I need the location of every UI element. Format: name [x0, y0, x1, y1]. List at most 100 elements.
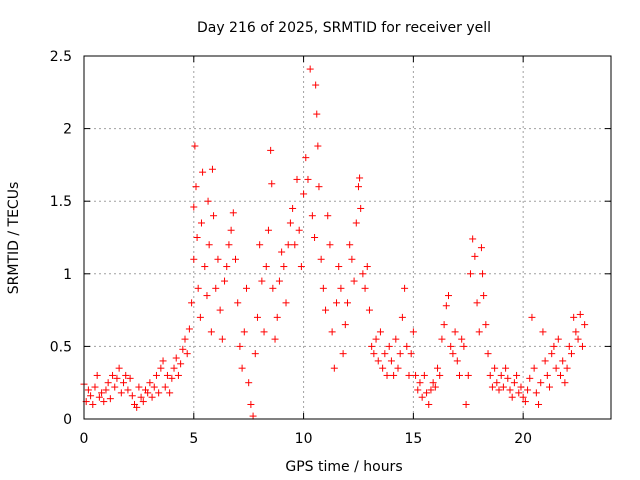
data-point: [324, 212, 332, 220]
data-point: [170, 364, 178, 372]
data-point: [284, 241, 292, 249]
data-point: [403, 342, 411, 350]
data-point: [137, 393, 145, 401]
data-point: [232, 255, 240, 263]
grid: [84, 56, 611, 419]
data-point: [559, 357, 567, 365]
data-point: [423, 389, 431, 397]
data-point: [390, 371, 398, 379]
data-point: [289, 204, 297, 212]
data-point: [333, 299, 341, 307]
data-point: [223, 263, 231, 271]
data-point: [436, 371, 444, 379]
data-point: [510, 379, 518, 387]
data-point: [449, 350, 457, 358]
data-point: [339, 350, 347, 358]
data-point: [278, 248, 286, 256]
data-point: [385, 342, 393, 350]
data-point: [159, 357, 167, 365]
data-points: [80, 65, 589, 420]
data-point: [306, 65, 314, 73]
data-point: [374, 357, 382, 365]
data-point: [370, 350, 378, 358]
data-point: [442, 302, 450, 310]
data-point: [453, 357, 461, 365]
data-point: [447, 342, 455, 350]
data-point: [163, 371, 171, 379]
data-point: [495, 386, 503, 394]
data-point: [335, 263, 343, 271]
data-point: [471, 252, 479, 260]
data-point: [479, 270, 487, 278]
data-point: [297, 263, 305, 271]
plot-frame: [83, 55, 612, 420]
y-tick-label: 2: [63, 122, 72, 138]
data-point: [203, 292, 211, 300]
data-point: [493, 379, 501, 387]
data-point: [146, 379, 154, 387]
data-point: [249, 412, 257, 420]
data-point: [372, 335, 380, 343]
data-point: [330, 364, 338, 372]
data-point: [313, 110, 321, 118]
data-point: [258, 277, 266, 285]
data-point: [193, 234, 201, 241]
data-point: [346, 241, 354, 249]
data-point: [425, 400, 433, 408]
data-point: [412, 371, 420, 379]
data-point: [528, 313, 536, 321]
data-point: [207, 328, 215, 336]
data-point: [280, 263, 288, 271]
data-point: [113, 374, 121, 382]
data-point: [95, 393, 103, 401]
data-point: [161, 383, 169, 391]
data-point: [535, 400, 543, 408]
data-point: [480, 292, 488, 300]
data-point: [455, 371, 463, 379]
data-point: [98, 389, 106, 397]
data-point: [172, 354, 180, 362]
data-point: [100, 398, 108, 406]
data-point: [262, 263, 270, 271]
data-point: [524, 386, 532, 394]
data-point: [581, 321, 589, 329]
data-point: [440, 321, 448, 329]
data-point: [396, 350, 404, 358]
data-point: [194, 284, 202, 292]
data-point: [506, 386, 514, 394]
x-tick-label: 5: [189, 431, 198, 447]
data-point: [451, 328, 459, 336]
data-point: [115, 364, 123, 372]
data-point: [407, 350, 415, 358]
data-point: [530, 364, 538, 372]
data-point: [409, 328, 417, 336]
data-point: [150, 383, 158, 391]
data-point: [326, 241, 334, 249]
data-point: [431, 383, 439, 391]
x-tick-label: 20: [514, 431, 532, 447]
chart-title: Day 216 of 2025, SRMTID for receiver yel…: [197, 20, 491, 36]
data-point: [556, 371, 564, 379]
data-point: [234, 299, 242, 307]
x-tick-label: 0: [80, 431, 89, 447]
data-point: [166, 389, 174, 397]
data-point: [311, 234, 319, 241]
data-point: [464, 371, 472, 379]
data-point: [120, 379, 128, 387]
data-point: [488, 383, 496, 391]
data-point: [368, 342, 376, 350]
data-point: [363, 263, 371, 271]
data-point: [497, 371, 505, 379]
data-point: [148, 393, 156, 401]
data-point: [420, 371, 428, 379]
data-point: [379, 364, 387, 372]
y-axis-label: SRMTID / TECUs: [6, 182, 22, 295]
data-point: [401, 284, 409, 292]
data-point: [515, 389, 523, 397]
data-point: [238, 364, 246, 372]
data-point: [268, 180, 276, 188]
data-point: [567, 350, 575, 358]
data-point: [218, 335, 226, 343]
data-point: [295, 226, 303, 234]
